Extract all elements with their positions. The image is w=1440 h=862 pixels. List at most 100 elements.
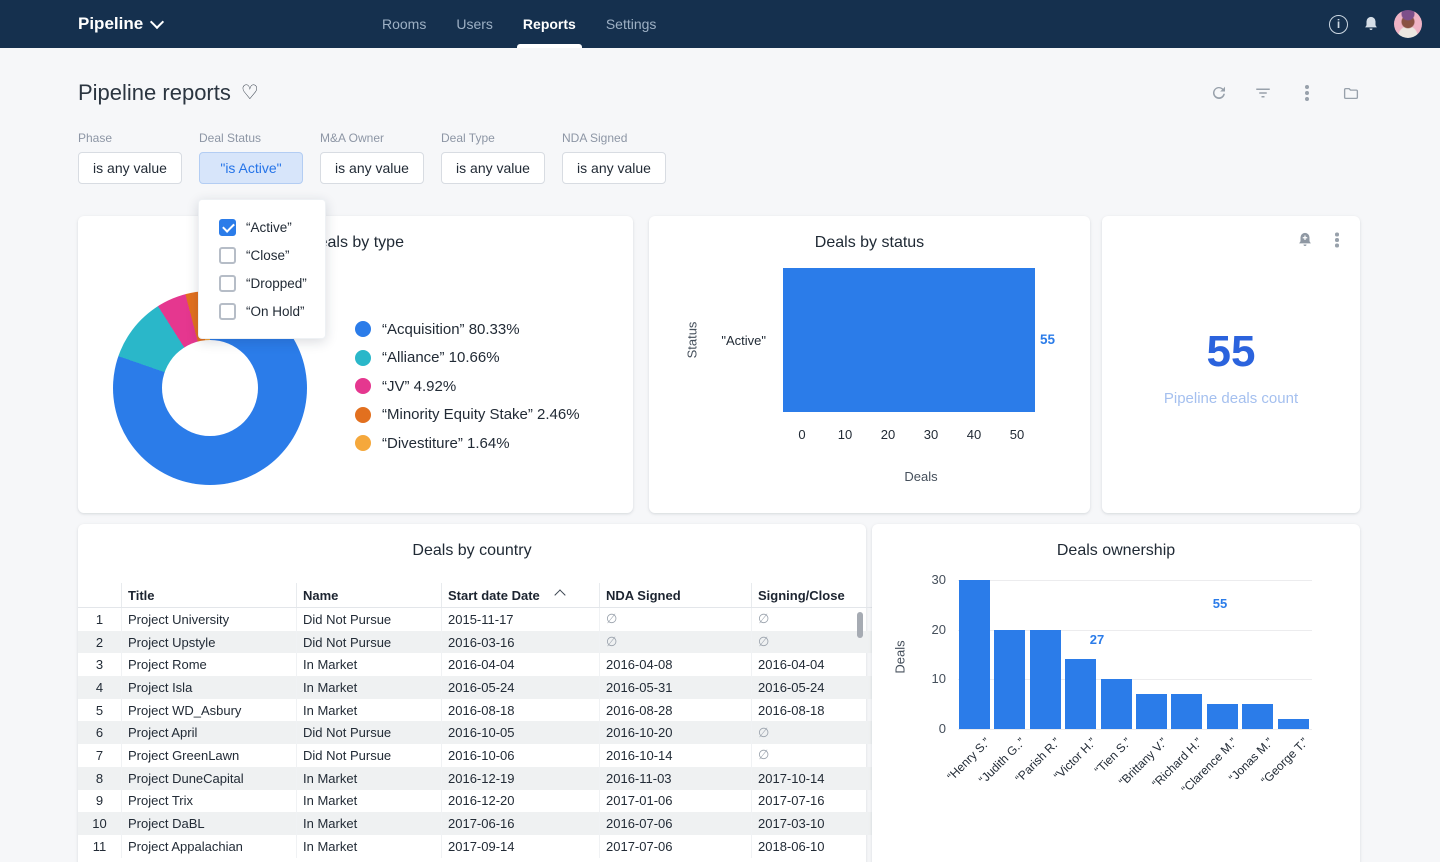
x-tick-label: 30	[923, 427, 939, 442]
column-header[interactable]: Start date Date	[441, 583, 600, 608]
data-label: 27	[1089, 632, 1105, 647]
chevron-down-icon	[150, 14, 165, 30]
table-cell: 11	[92, 838, 107, 854]
dropdown-option[interactable]: “Dropped”	[199, 269, 325, 297]
table-cell: Project April	[121, 721, 297, 745]
bar[interactable]	[1277, 719, 1309, 729]
table-row[interactable]: 3 Project Rome In Market 2016-04-04 2016-04-…	[78, 653, 907, 677]
dropdown-option[interactable]: “On Hold”	[199, 297, 325, 325]
table-cell: 5	[95, 702, 104, 718]
table-cell: In Market	[296, 698, 442, 722]
column-header[interactable]: Name	[296, 583, 442, 608]
table-row[interactable]: 11 Project Appalachian In Market 2017-09-14…	[78, 834, 907, 858]
column-header[interactable]	[78, 583, 122, 608]
filter-value-chip[interactable]: is any value	[562, 152, 666, 184]
refresh-icon[interactable]	[1210, 84, 1228, 102]
bar[interactable]	[1206, 704, 1238, 729]
y-tick-label: 0	[938, 721, 946, 736]
bar[interactable]	[1136, 694, 1167, 729]
filter-value-chip[interactable]: is any value	[320, 152, 424, 184]
card-title: Deals ownership	[1056, 542, 1176, 559]
bell-icon[interactable]	[1362, 15, 1380, 33]
y-category-label: "Active"	[721, 333, 766, 348]
legend-swatch	[355, 321, 371, 338]
bell-plus-icon[interactable]	[1296, 231, 1314, 249]
table-cell: ∅	[751, 607, 907, 631]
bar[interactable]	[1100, 679, 1132, 729]
table-row[interactable]: 9 Project Trix In Market 2016-12-20 2017-01-…	[78, 789, 907, 813]
user-avatar[interactable]	[1394, 10, 1422, 38]
status-xticks: 0 10 20 30 40 50	[649, 427, 1090, 443]
table-cell: Project Rome	[121, 653, 297, 677]
table-cell: Project Trix	[121, 789, 297, 813]
filter-label: M&A Owner	[320, 131, 385, 145]
table-cell: Project Upstyle	[121, 630, 297, 654]
table-cell: 2017-06-16	[441, 812, 600, 835]
dropdown-option[interactable]: “Active”	[199, 213, 325, 241]
bar[interactable]	[1171, 694, 1203, 729]
table-cell: Project Appalachian	[121, 834, 297, 858]
table-cell: 2017-03-10	[751, 812, 907, 835]
table-cell: 3	[95, 657, 104, 673]
bar[interactable]	[783, 268, 1035, 412]
bar[interactable]	[1242, 704, 1274, 729]
checkbox-checked-icon[interactable]	[219, 218, 236, 236]
table-cell: In Market	[296, 676, 442, 699]
table-row[interactable]: 6 Project April Did Not Pursue 2016-10-05 20…	[78, 721, 907, 745]
filter-value-chip[interactable]: "is Active"	[199, 152, 303, 184]
column-header[interactable]: NDA Signed	[599, 583, 752, 608]
data-label: 55	[1040, 332, 1056, 347]
legend-swatch	[355, 378, 371, 395]
table-row[interactable]: 4 Project Isla In Market 2016-05-24 2016-05-…	[78, 676, 907, 699]
filter-value-chip[interactable]: is any value	[441, 152, 545, 184]
filter-label: NDA Signed	[562, 131, 628, 145]
gridline	[958, 580, 1312, 581]
checkbox-icon[interactable]	[219, 274, 236, 292]
workspace-switcher[interactable]: Pipeline	[78, 0, 165, 48]
table-header-row: Title Name Start date Date NDA Signed Signin…	[78, 583, 907, 608]
table-cell: 2016-12-20	[441, 789, 600, 813]
table-row[interactable]: 7 Project GreenLawn Did Not Pursue 2016-10-…	[78, 744, 907, 767]
checkbox-icon[interactable]	[219, 302, 236, 320]
table-cell: Did Not Pursue	[296, 630, 442, 654]
bar[interactable]	[959, 580, 990, 729]
favorite-heart-icon[interactable]	[241, 83, 259, 103]
table-cell: 2016-04-08	[599, 653, 752, 677]
filter-icon[interactable]	[1254, 84, 1272, 102]
table-row[interactable]: 10 Project DaBL In Market 2017-06-16 2016-07…	[78, 812, 907, 835]
bar[interactable]	[1029, 629, 1061, 729]
column-header[interactable]: Title	[121, 583, 297, 608]
dropdown-option[interactable]: “Close”	[199, 241, 325, 269]
bar[interactable]	[1065, 659, 1097, 729]
table-row[interactable]: 1 Project University Did Not Pursue 2015-11…	[78, 607, 907, 631]
nav-tab-users[interactable]: Users	[456, 16, 493, 32]
table-cell: Did Not Pursue	[296, 607, 442, 631]
table-cell: 10	[78, 812, 122, 835]
table-row[interactable]: 8 Project DuneCapital In Market 2016-12-19 2…	[78, 766, 907, 790]
nav-tab-settings[interactable]: Settings	[605, 16, 657, 32]
table-cell: Project University	[121, 607, 297, 631]
legend-swatch	[355, 435, 371, 452]
table-cell: 2016-04-04	[751, 653, 907, 677]
checkbox-icon[interactable]	[219, 246, 236, 264]
info-icon[interactable]	[1329, 14, 1348, 34]
x-tick-label: 50	[1009, 427, 1025, 442]
nav-tab-rooms[interactable]: Rooms	[382, 16, 427, 32]
y-axis-label: Deals	[892, 640, 908, 674]
legend-item: “JV” 4.92%	[355, 372, 580, 401]
card-deals-ownership: Deals ownership Deals 0 10 20 30 “Henry S.” “…	[872, 524, 1360, 862]
x-axis-label: Deals	[904, 469, 938, 484]
folder-icon[interactable]	[1342, 84, 1360, 102]
bar[interactable]	[994, 629, 1026, 729]
table-row[interactable]: 2 Project Upstyle Did Not Pursue 2016-03-16…	[78, 630, 907, 654]
workspace-name: Pipeline	[78, 14, 144, 33]
kebab-icon[interactable]	[1298, 84, 1316, 102]
legend-label: “Alliance” 10.66%	[382, 349, 500, 367]
kebab-icon[interactable]	[1328, 231, 1346, 249]
report-toolbar	[1210, 84, 1360, 102]
filter-value-chip[interactable]: is any value	[78, 152, 182, 184]
table-scrollbar-thumb[interactable]	[857, 612, 863, 638]
nav-tab-reports[interactable]: Reports	[516, 0, 582, 48]
table-row[interactable]: 5 Project WD_Asbury In Market 2016-08-18 201…	[78, 698, 907, 722]
